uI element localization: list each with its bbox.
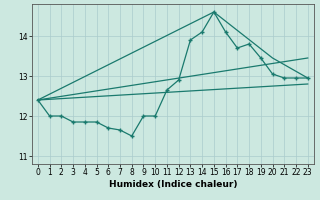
X-axis label: Humidex (Indice chaleur): Humidex (Indice chaleur) xyxy=(108,180,237,189)
